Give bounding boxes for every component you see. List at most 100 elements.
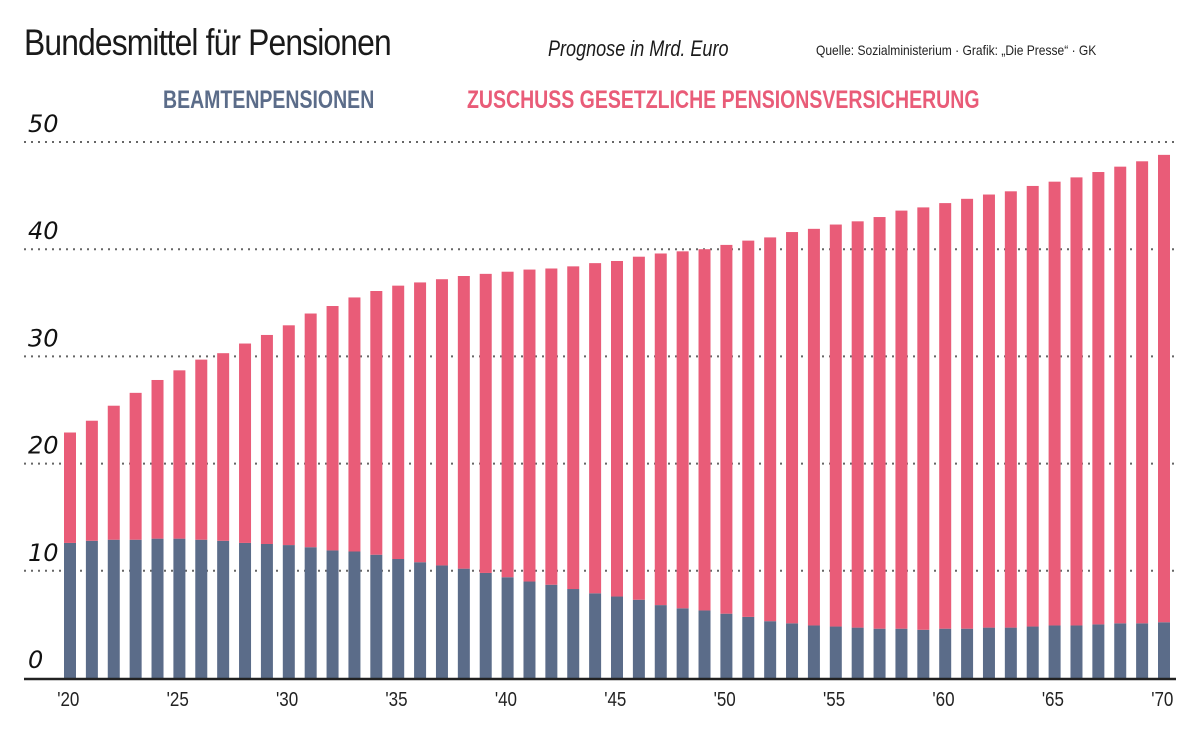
bar-beamtenpensionen	[151, 538, 164, 678]
bar-beamtenpensionen	[1136, 623, 1149, 678]
bar-beamtenpensionen	[260, 544, 273, 678]
bar-beamtenpensionen	[589, 593, 602, 678]
bar-zuschuss	[873, 217, 886, 629]
y-tick-label: 50	[28, 110, 59, 138]
bar-zuschuss	[807, 228, 820, 626]
bar-zuschuss	[545, 268, 558, 585]
bar-zuschuss	[501, 271, 514, 578]
bar-zuschuss	[676, 251, 689, 609]
bar-zuschuss	[479, 273, 492, 573]
bar-beamtenpensionen	[720, 613, 733, 678]
bar-beamtenpensionen	[195, 539, 208, 678]
bar-zuschuss	[217, 353, 230, 541]
y-tick-label: 0	[28, 646, 43, 674]
bar-zuschuss	[720, 244, 733, 614]
bar-beamtenpensionen	[961, 628, 974, 678]
bar-zuschuss	[1158, 154, 1170, 623]
x-tick-label: '50	[714, 688, 736, 711]
bar-zuschuss	[742, 240, 755, 617]
bar-zuschuss	[1004, 191, 1017, 628]
chart-subtitle: Prognose in Mrd. Euro	[548, 36, 729, 61]
x-axis: '20 '25 '30 '35 '40 '45 '50 '55 '60 '65 '70	[24, 677, 1176, 711]
bar-beamtenpensionen	[348, 551, 361, 678]
bar-beamtenpensionen	[611, 596, 623, 678]
bar-zuschuss	[107, 405, 120, 540]
bar-beamtenpensionen	[654, 605, 667, 678]
x-tick-label: '60	[932, 688, 954, 711]
bar-zuschuss	[1048, 181, 1061, 626]
y-tick-label: 10	[28, 539, 59, 567]
bar-zuschuss	[961, 198, 974, 629]
bar-beamtenpensionen	[85, 540, 98, 678]
bar-zuschuss	[851, 221, 864, 628]
bar-zuschuss	[632, 256, 645, 600]
bar-zuschuss	[698, 249, 711, 611]
y-tick-label: 30	[28, 324, 59, 352]
bar-beamtenpensionen	[129, 539, 142, 678]
x-tick-label: '65	[1042, 688, 1064, 711]
bar-beamtenpensionen	[1114, 623, 1127, 678]
bar-beamtenpensionen	[873, 628, 886, 678]
y-tick-label: 20	[28, 432, 59, 460]
bar-beamtenpensionen	[1026, 626, 1039, 678]
bar-beamtenpensionen	[107, 539, 120, 678]
bar-zuschuss	[282, 325, 295, 546]
y-axis: 0 10 20 30 40 50	[28, 110, 59, 674]
bar-zuschuss	[1026, 185, 1039, 627]
bar-zuschuss	[917, 207, 930, 630]
bar-beamtenpensionen	[895, 628, 908, 678]
bar-beamtenpensionen	[523, 581, 536, 678]
bar-zuschuss	[435, 279, 448, 566]
bar-beamtenpensionen	[786, 623, 799, 678]
bar-beamtenpensionen	[173, 538, 186, 678]
legend-zuschuss: ZUSCHUSS GESETZLICHE PENSIONSVERSICHERUN…	[467, 86, 980, 114]
bar-zuschuss	[1070, 177, 1083, 626]
legend-beamtenpensionen: BEAMTENPENSIONEN	[163, 86, 375, 114]
x-tick-label: '20	[57, 688, 79, 711]
bar-beamtenpensionen	[1092, 624, 1105, 678]
bar-beamtenpensionen	[917, 629, 930, 678]
bar-zuschuss	[939, 203, 952, 629]
bar-zuschuss	[326, 306, 339, 551]
chart-title: Bundesmittel für Pensionen	[24, 22, 392, 63]
bar-zuschuss	[611, 260, 623, 597]
bar-beamtenpensionen	[807, 625, 820, 678]
bar-beamtenpensionen	[982, 627, 995, 678]
bar-zuschuss	[151, 379, 164, 539]
bar-zuschuss	[1114, 166, 1127, 624]
x-tick-label: '45	[604, 688, 626, 711]
x-tick-label: '70	[1151, 688, 1173, 711]
bar-beamtenpensionen	[304, 547, 317, 678]
bar-beamtenpensionen	[676, 608, 689, 678]
bar-beamtenpensionen	[392, 559, 405, 678]
bar-beamtenpensionen	[435, 565, 448, 678]
bar-zuschuss	[786, 232, 799, 624]
bar-zuschuss	[1136, 161, 1149, 624]
bar-zuschuss	[829, 224, 842, 627]
bar-zuschuss	[304, 313, 317, 548]
bar-zuschuss	[239, 343, 252, 543]
bar-zuschuss	[64, 432, 76, 543]
bar-zuschuss	[457, 276, 470, 569]
bar-beamtenpensionen	[1004, 627, 1017, 678]
bar-beamtenpensionen	[567, 589, 580, 678]
x-tick-label: '25	[167, 688, 189, 711]
bar-beamtenpensionen	[457, 568, 470, 678]
bar-beamtenpensionen	[829, 626, 842, 678]
bar-zuschuss	[85, 420, 98, 541]
bar-beamtenpensionen	[414, 562, 427, 678]
bar-beamtenpensionen	[1070, 625, 1083, 678]
bar-zuschuss	[260, 334, 273, 544]
bar-zuschuss	[195, 359, 208, 540]
bar-beamtenpensionen	[764, 621, 777, 678]
bar-zuschuss	[589, 263, 602, 594]
bar-beamtenpensionen	[239, 542, 252, 678]
bar-beamtenpensionen	[632, 599, 645, 678]
x-tick-label: '40	[495, 688, 517, 711]
x-tick-label: '35	[385, 688, 407, 711]
y-tick-label: 40	[28, 217, 59, 245]
bar-beamtenpensionen	[479, 572, 492, 678]
bar-beamtenpensionen	[217, 540, 230, 678]
bar-beamtenpensionen	[282, 545, 295, 678]
